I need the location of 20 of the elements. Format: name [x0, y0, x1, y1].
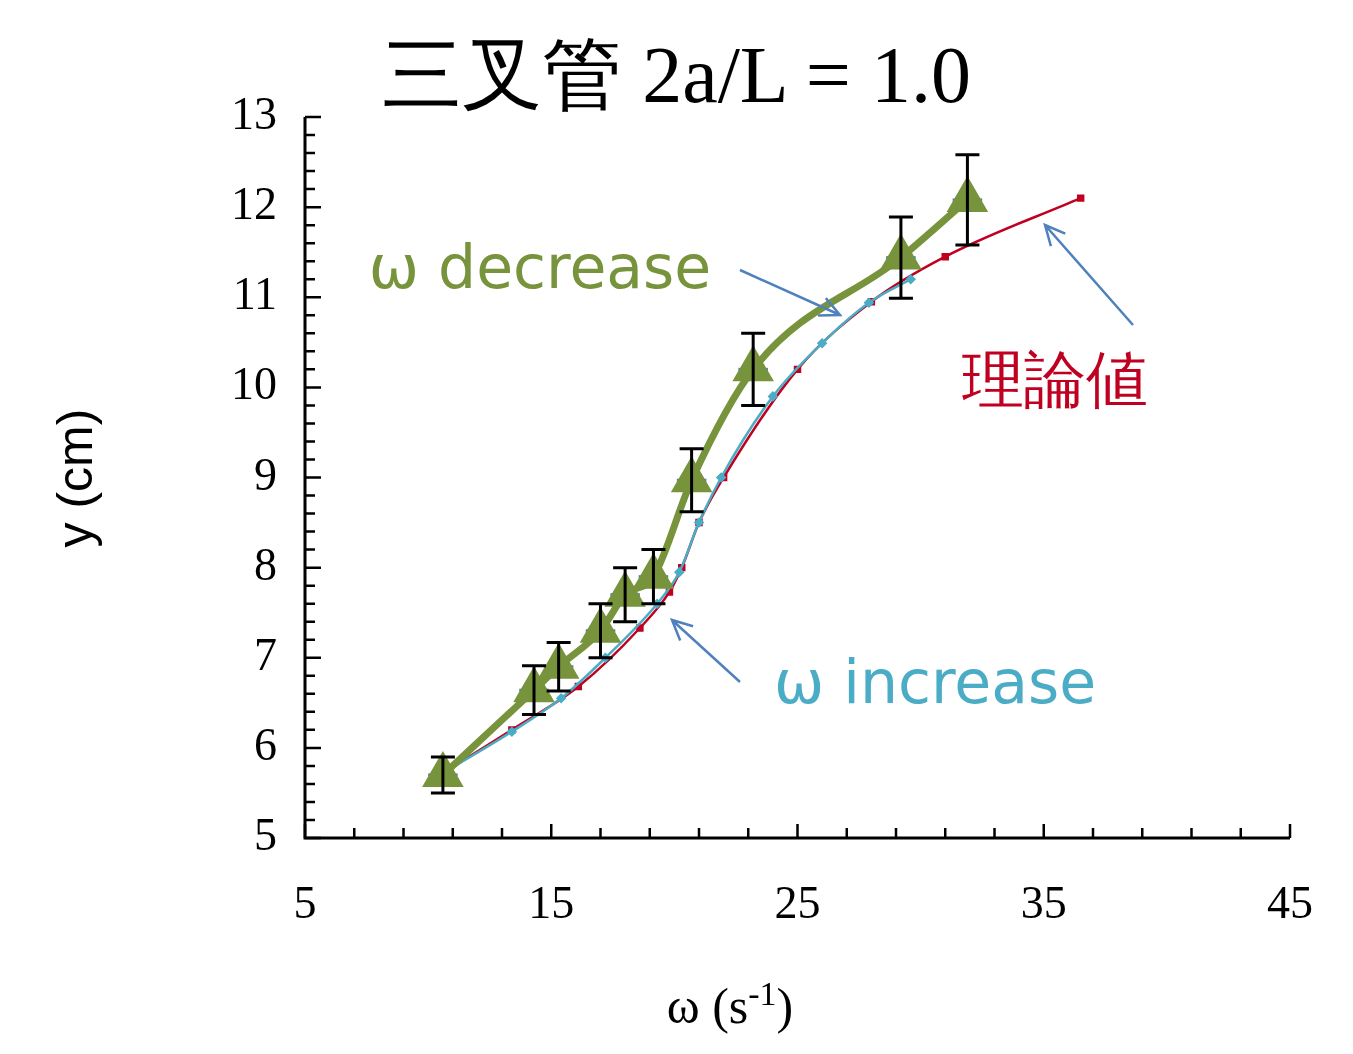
y-tick-label: 7 — [254, 628, 277, 680]
series-label: 理論値 — [962, 343, 1148, 417]
y-tick-label: 12 — [231, 178, 277, 230]
x-tick-label: 45 — [1267, 876, 1313, 928]
x-axis-title: ω (s$^{-1}$) — [665, 975, 795, 1035]
series-label: ω increase — [773, 646, 1097, 717]
x-tick-label: 15 — [528, 876, 575, 928]
x-tick-label: 35 — [1020, 876, 1067, 928]
y-tick-label: 11 — [232, 268, 277, 320]
series-label: ω decrease — [368, 231, 712, 302]
y-tick-label: 5 — [254, 809, 277, 861]
x-tick-label: 5 — [293, 876, 317, 928]
chart-title: 三叉管 2a/L = 1.0 — [382, 31, 971, 119]
y-axis-title: y (cm) — [46, 408, 104, 548]
y-tick-label: 13 — [231, 88, 277, 140]
y-tick-label: 8 — [254, 538, 277, 590]
y-tick-label: 6 — [254, 718, 277, 770]
y-tick-label: 9 — [254, 448, 277, 500]
x-tick-label: 25 — [774, 876, 821, 928]
y-tick-label: 10 — [231, 358, 277, 410]
